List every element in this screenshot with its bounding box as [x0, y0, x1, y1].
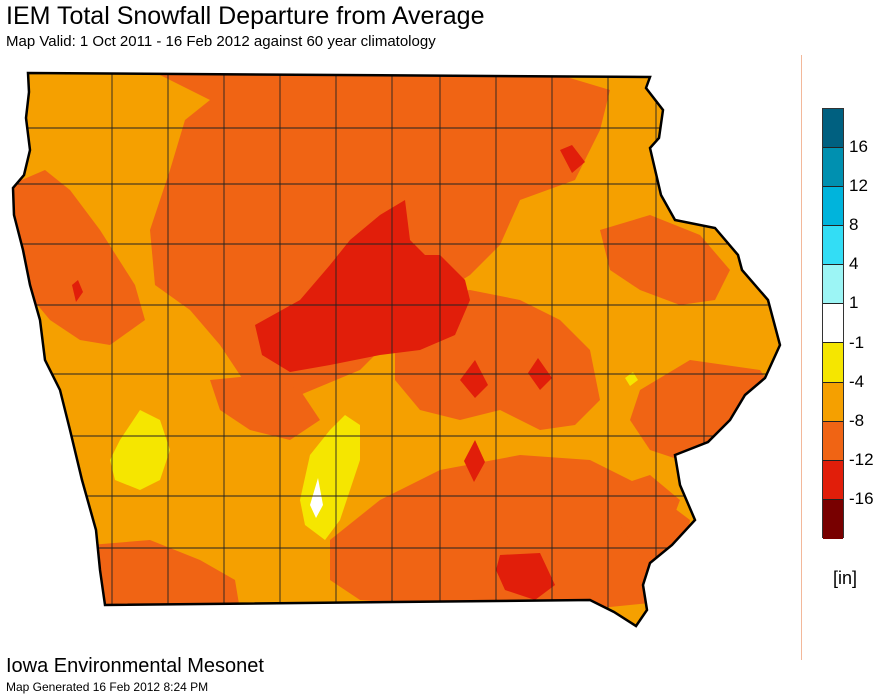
light-deficit-southwest: [110, 410, 170, 490]
legend-swatch: [823, 187, 843, 227]
deficit-zone-west: [13, 170, 145, 345]
legend-swatch: [823, 421, 843, 461]
color-legend-bar: [822, 108, 844, 539]
legend-tick-label: -4: [849, 371, 865, 391]
severe-deficit-south: [496, 553, 555, 600]
deficit-zone-southeast: [620, 475, 680, 555]
legend-tick-label: -8: [849, 410, 865, 430]
light-deficit-east: [625, 372, 638, 386]
severe-deficit-south-central: [464, 440, 485, 482]
severe-deficit-central-east-a: [460, 360, 488, 398]
legend-unit-label: [in]: [833, 568, 858, 588]
legend-tick-label: 4: [849, 254, 859, 274]
legend-tick-label: 8: [849, 215, 859, 235]
severe-deficit-west: [72, 280, 83, 302]
severe-deficit-northeast: [560, 145, 585, 173]
legend-swatch: [823, 109, 843, 149]
deficit-zone-central-west: [210, 375, 320, 440]
legend-swatch: [823, 460, 843, 500]
legend-tick-label: 1: [849, 293, 859, 313]
legend-tick-label: -16: [849, 488, 874, 508]
footer-generated-timestamp: Map Generated 16 Feb 2012 8:24 PM: [6, 680, 209, 694]
severe-deficit-central: [255, 200, 470, 372]
legend-swatch: [823, 148, 843, 188]
legend-tick-label: 12: [849, 176, 868, 196]
iowa-snowfall-map: [11, 71, 782, 628]
deficit-zone-east-river: [630, 360, 780, 460]
map-title: IEM Total Snowfall Departure from Averag…: [6, 2, 485, 30]
county-borders: [13, 73, 780, 626]
deficit-zone-south: [330, 455, 690, 608]
legend-tick-label: 16: [849, 137, 868, 157]
panel-separator: [801, 55, 802, 660]
legend-swatch: [823, 265, 843, 305]
map-subtitle: Map Valid: 1 Oct 2011 - 16 Feb 2012 agai…: [6, 33, 436, 50]
legend-tick-label: -1: [849, 332, 865, 352]
near-normal-patch: [310, 478, 323, 518]
legend-tick-label: -12: [849, 449, 874, 469]
legend-swatch: [823, 343, 843, 383]
footer-organization: Iowa Environmental Mesonet: [6, 655, 264, 677]
legend-swatch: [823, 499, 843, 539]
deficit-zone-east: [600, 215, 730, 305]
legend-swatch: [823, 226, 843, 266]
legend-swatch: [823, 304, 843, 344]
legend-swatch: [823, 382, 843, 422]
deficit-zone-southwest: [90, 540, 240, 610]
